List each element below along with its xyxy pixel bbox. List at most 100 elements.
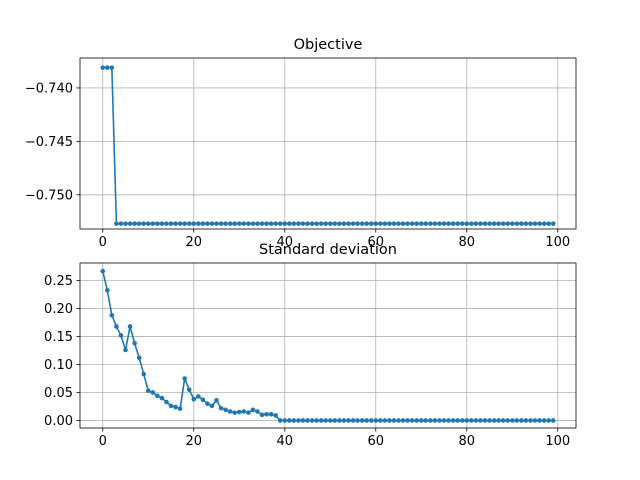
objective-data-point bbox=[205, 221, 210, 226]
stddev-data-point bbox=[100, 268, 106, 274]
objective-data-point bbox=[432, 221, 438, 226]
standard-deviation-title: Standard deviation bbox=[259, 242, 397, 258]
stddev-data-point bbox=[168, 403, 174, 409]
objective-data-point bbox=[264, 221, 269, 226]
stddev-data-point bbox=[264, 412, 269, 417]
stddev-data-point bbox=[450, 418, 456, 423]
stddev-axes-frame bbox=[79, 262, 577, 429]
objective-data-point bbox=[550, 221, 556, 226]
stddev-data-point bbox=[196, 394, 201, 399]
objective-data-point bbox=[378, 221, 383, 226]
stddev-data-point bbox=[523, 418, 529, 423]
stddev-x-tick-label: 80 bbox=[459, 434, 476, 449]
objective-data-point bbox=[232, 221, 238, 226]
objective-data-point bbox=[337, 221, 342, 226]
stddev-data-point bbox=[532, 418, 538, 423]
objective-data-point bbox=[382, 221, 388, 226]
objective-data-point bbox=[114, 221, 119, 226]
objective-data-point bbox=[455, 221, 460, 226]
stddev-data-point bbox=[500, 418, 506, 423]
stddev-data-point bbox=[200, 397, 206, 403]
objective-data-point bbox=[491, 221, 497, 226]
objective-data-point bbox=[105, 65, 110, 70]
objective-data-point bbox=[309, 221, 315, 226]
objective-data-point bbox=[214, 221, 219, 226]
objective-data-point bbox=[164, 221, 169, 226]
objective-data-point bbox=[469, 221, 474, 226]
stddev-data-point bbox=[396, 418, 401, 423]
stddev-data-point bbox=[277, 418, 283, 423]
stddev-data-point bbox=[418, 418, 424, 423]
objective-data-point bbox=[255, 221, 260, 226]
stddev-data-point bbox=[478, 418, 483, 423]
objective-data-point bbox=[359, 221, 365, 226]
objective-data-point bbox=[505, 221, 511, 226]
stddev-data-point bbox=[127, 324, 133, 329]
stddev-data-point bbox=[282, 418, 288, 423]
stddev-data-point bbox=[491, 418, 497, 423]
objective-data-point bbox=[546, 221, 551, 226]
objective-data-point bbox=[500, 221, 506, 226]
objective-data-point bbox=[373, 221, 379, 226]
objective-data-point bbox=[368, 221, 374, 226]
objective-data-point bbox=[241, 221, 247, 226]
objective-x-tick-label: 80 bbox=[459, 235, 476, 250]
stddev-data-point bbox=[459, 418, 465, 423]
stddev-data-point bbox=[405, 418, 410, 423]
stddev-data-point bbox=[287, 418, 292, 423]
objective-data-point bbox=[268, 221, 274, 226]
objective-data-point bbox=[346, 221, 351, 226]
objective-data-point bbox=[236, 221, 242, 226]
stddev-data-point bbox=[159, 395, 165, 401]
objective-data-point bbox=[428, 221, 433, 226]
objective-data-point bbox=[223, 221, 228, 226]
stddev-data-point bbox=[346, 418, 351, 423]
objective-data-point bbox=[227, 221, 233, 226]
stddev-y-tick-label: 0.05 bbox=[44, 386, 73, 401]
objective-data-point bbox=[250, 221, 256, 226]
objective-data-point bbox=[391, 221, 397, 226]
objective-data-point bbox=[218, 221, 224, 226]
objective-data-point bbox=[287, 221, 292, 226]
objective-data-point bbox=[487, 221, 492, 226]
objective-data-point bbox=[523, 221, 529, 226]
stddev-data-point bbox=[132, 340, 137, 346]
objective-data-point bbox=[282, 221, 288, 226]
objective-data-point bbox=[123, 221, 128, 226]
objective-data-point bbox=[291, 221, 297, 226]
stddev-data-point bbox=[173, 404, 178, 410]
objective-data-point bbox=[423, 221, 429, 226]
objective-data-point bbox=[100, 65, 106, 70]
stddev-data-point bbox=[537, 418, 542, 423]
stddev-data-point bbox=[387, 418, 392, 423]
stddev-data-point bbox=[519, 418, 524, 423]
objective-data-point bbox=[209, 221, 215, 226]
stddev-data-point bbox=[327, 418, 333, 423]
objective-data-point bbox=[246, 221, 251, 226]
stddev-data-point bbox=[105, 287, 110, 293]
stddev-data-point bbox=[355, 418, 360, 423]
objective-data-point bbox=[155, 221, 160, 226]
stddev-data-point bbox=[359, 418, 365, 423]
objective-data-point bbox=[464, 221, 470, 226]
objective-data-point bbox=[277, 221, 283, 226]
objective-data-point bbox=[396, 221, 401, 226]
stddev-data-point bbox=[136, 355, 142, 361]
stddev-data-point bbox=[150, 390, 156, 395]
stddev-data-point bbox=[528, 418, 533, 423]
stddev-data-point bbox=[232, 410, 238, 415]
stddev-y-tick-label: 0.20 bbox=[44, 302, 73, 317]
stddev-data-point bbox=[177, 406, 183, 412]
stddev-data-point bbox=[155, 393, 160, 399]
stddev-x-tick-label: 20 bbox=[185, 434, 202, 449]
objective-data-point bbox=[437, 221, 442, 226]
objective-x-tick-label: 60 bbox=[368, 235, 385, 250]
stddev-data-point bbox=[246, 410, 251, 415]
objective-data-point bbox=[150, 221, 156, 226]
objective-data-point bbox=[400, 221, 406, 226]
objective-data-point bbox=[327, 221, 333, 226]
objective-data-point bbox=[159, 221, 165, 226]
objective-data-point bbox=[332, 221, 338, 226]
objective-data-point bbox=[414, 221, 420, 226]
objective-data-point bbox=[186, 221, 192, 226]
